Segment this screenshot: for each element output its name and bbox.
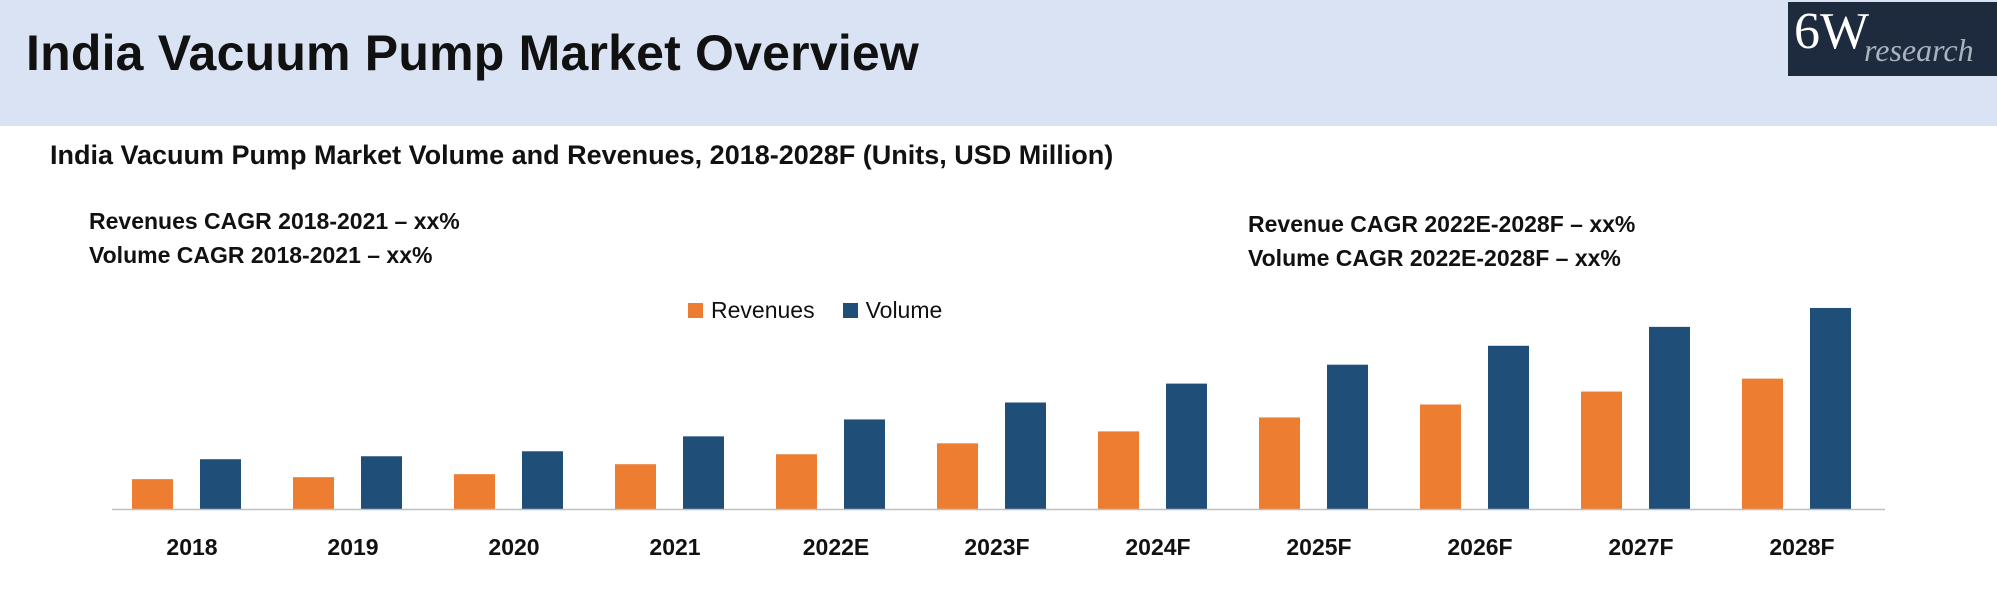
bar-revenues-2018 <box>132 479 173 509</box>
cagr-volume-historical: Volume CAGR 2018-2021 – xx% <box>89 242 433 268</box>
bar-revenues-2020 <box>454 474 495 509</box>
x-tick-label-2026f: 2026F <box>1447 534 1512 560</box>
bar-volume-2019 <box>361 456 402 509</box>
logo-sub-text: research <box>1864 32 1974 68</box>
bar-volume-2020 <box>522 451 563 509</box>
bar-volume-2027f <box>1649 326 1690 509</box>
logo-main-text: 6W <box>1794 3 1870 60</box>
x-tick-label-2028f: 2028F <box>1769 534 1834 560</box>
x-tick-label-2027f: 2027F <box>1608 534 1673 560</box>
bar-volume-2024f <box>1166 383 1207 509</box>
bar-revenues-2026f <box>1420 404 1461 509</box>
bar-revenues-2022e <box>776 454 817 509</box>
bar-volume-2026f <box>1488 345 1529 509</box>
legend-swatch-volume <box>842 303 858 318</box>
cagr-annotation-historical: Revenues CAGR 2018-2021 – xx% Volume CAG… <box>89 204 460 272</box>
x-tick-label-2022e: 2022E <box>803 534 870 560</box>
chart-legend: Revenues Volume <box>688 297 970 324</box>
x-tick-label-2024f: 2024F <box>1125 534 1190 560</box>
legend-item-volume: Volume <box>842 297 943 324</box>
bar-volume-2025f <box>1327 364 1368 509</box>
bar-revenues-2028f <box>1742 378 1783 509</box>
bar-volume-2018 <box>200 459 241 509</box>
bar-revenues-2023f <box>937 443 978 509</box>
header-banner: India Vacuum Pump Market Overview 6W res… <box>0 0 1997 126</box>
page-title: India Vacuum Pump Market Overview <box>26 25 920 81</box>
bar-revenues-2027f <box>1581 391 1622 509</box>
chart-title: India Vacuum Pump Market Volume and Reve… <box>50 140 1114 170</box>
bar-volume-2021 <box>683 436 724 509</box>
bar-revenues-2024f <box>1098 431 1139 509</box>
x-tick-label-2021: 2021 <box>649 534 700 560</box>
legend-label-revenues: Revenues <box>711 297 815 323</box>
bar-volume-2028f <box>1810 307 1851 509</box>
bar-volume-2022e <box>844 419 885 509</box>
cagr-revenues-historical: Revenues CAGR 2018-2021 – xx% <box>89 208 460 234</box>
cagr-annotation-forecast: Revenue CAGR 2022E-2028F – xx% Volume CA… <box>1248 207 1635 275</box>
x-tick-label-2020: 2020 <box>488 534 539 560</box>
x-tick-label-2023f: 2023F <box>964 534 1029 560</box>
legend-swatch-revenues <box>688 303 703 318</box>
legend-item-revenues: Revenues <box>688 297 815 324</box>
x-tick-label-2019: 2019 <box>327 534 378 560</box>
bar-revenues-2025f <box>1259 417 1300 509</box>
bar-revenues-2021 <box>615 464 656 509</box>
x-tick-label-2025f: 2025F <box>1286 534 1351 560</box>
x-tick-label-2018: 2018 <box>166 534 217 560</box>
cagr-revenue-forecast: Revenue CAGR 2022E-2028F – xx% <box>1248 211 1636 237</box>
bar-revenues-2019 <box>293 477 334 509</box>
brand-logo: 6W research <box>1788 2 1997 76</box>
cagr-volume-forecast: Volume CAGR 2022E-2028F – xx% <box>1248 245 1621 271</box>
bar-volume-2023f <box>1005 402 1046 509</box>
legend-label-volume: Volume <box>865 297 943 323</box>
